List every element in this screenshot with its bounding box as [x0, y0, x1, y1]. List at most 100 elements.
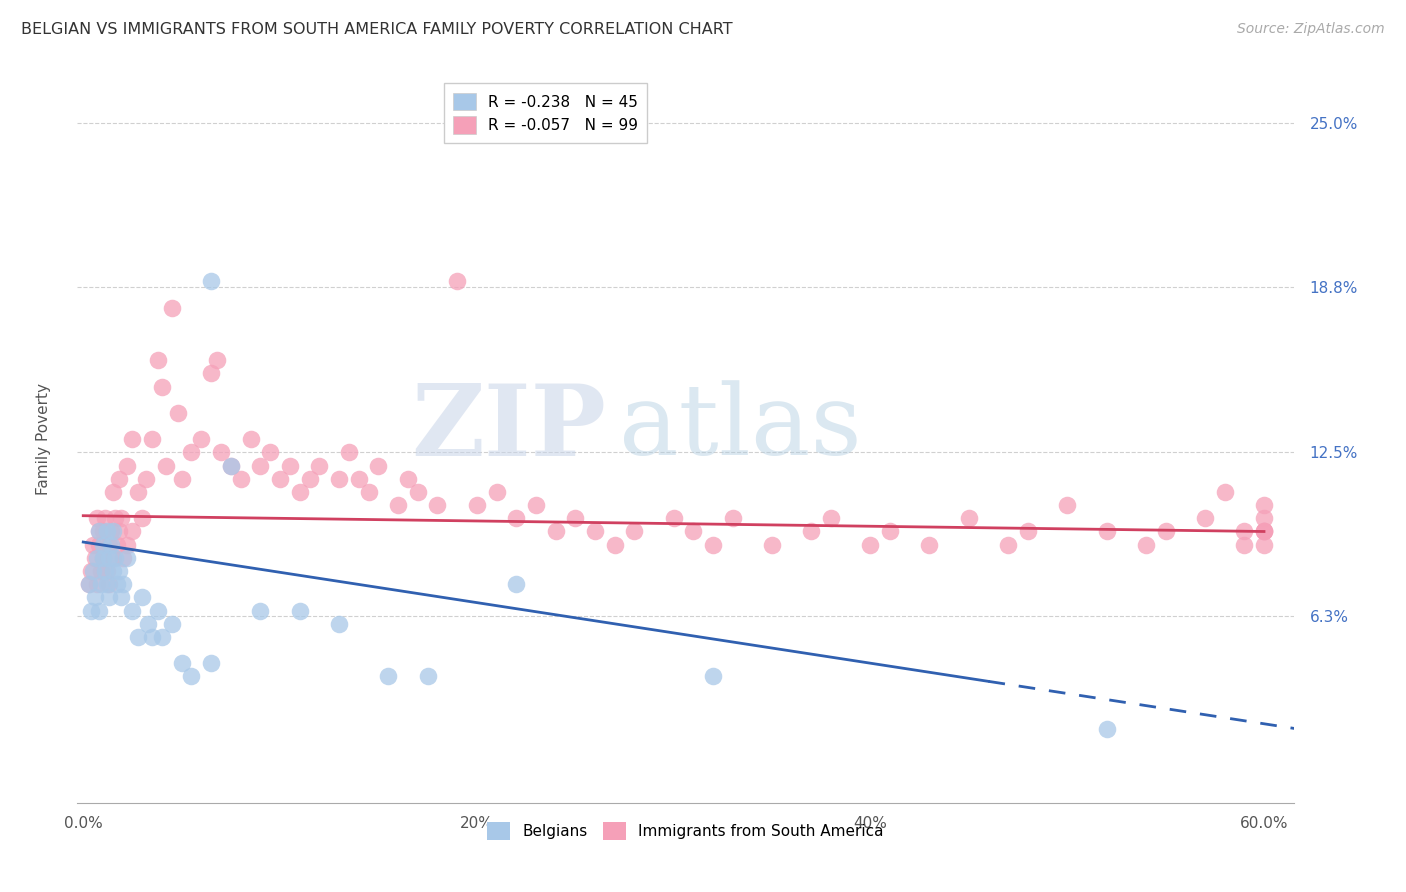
Point	[121, 524, 143, 539]
Point	[96, 577, 118, 591]
Point	[107, 524, 129, 539]
Point	[136, 616, 159, 631]
Point	[115, 550, 138, 565]
Point	[87, 524, 110, 539]
Point	[328, 472, 350, 486]
Point	[1056, 498, 1078, 512]
Point	[115, 458, 138, 473]
Point	[544, 524, 567, 539]
Point	[101, 564, 124, 578]
Point	[97, 538, 120, 552]
Point	[205, 353, 228, 368]
Point	[1095, 524, 1118, 539]
Point	[110, 511, 132, 525]
Point	[1154, 524, 1177, 539]
Point	[249, 458, 271, 473]
Point	[269, 472, 291, 486]
Point	[1095, 722, 1118, 736]
Point	[1253, 538, 1275, 552]
Point	[426, 498, 449, 512]
Text: Family Poverty: Family Poverty	[35, 384, 51, 495]
Point	[1253, 524, 1275, 539]
Point	[180, 445, 202, 459]
Point	[94, 564, 117, 578]
Point	[682, 524, 704, 539]
Point	[259, 445, 281, 459]
Point	[564, 511, 586, 525]
Point	[146, 353, 169, 368]
Point	[721, 511, 744, 525]
Point	[505, 577, 527, 591]
Point	[80, 564, 103, 578]
Point	[101, 524, 124, 539]
Point	[91, 550, 114, 565]
Point	[107, 564, 129, 578]
Point	[308, 458, 330, 473]
Point	[347, 472, 370, 486]
Point	[121, 432, 143, 446]
Point	[121, 603, 143, 617]
Point	[190, 432, 212, 446]
Point	[298, 472, 321, 486]
Point	[219, 458, 242, 473]
Point	[219, 458, 242, 473]
Point	[131, 511, 153, 525]
Point	[135, 472, 157, 486]
Text: ZIP: ZIP	[412, 380, 606, 477]
Text: Source: ZipAtlas.com: Source: ZipAtlas.com	[1237, 22, 1385, 37]
Point	[105, 538, 128, 552]
Point	[101, 485, 124, 500]
Point	[131, 591, 153, 605]
Point	[623, 524, 645, 539]
Point	[200, 656, 222, 670]
Point	[90, 577, 112, 591]
Point	[97, 550, 120, 565]
Point	[166, 406, 188, 420]
Point	[82, 538, 104, 552]
Point	[1135, 538, 1157, 552]
Point	[603, 538, 626, 552]
Point	[87, 524, 110, 539]
Point	[918, 538, 941, 552]
Point	[84, 591, 107, 605]
Point	[77, 577, 100, 591]
Point	[288, 485, 311, 500]
Point	[416, 669, 439, 683]
Point	[278, 458, 301, 473]
Point	[155, 458, 177, 473]
Point	[82, 564, 104, 578]
Point	[485, 485, 508, 500]
Point	[96, 524, 118, 539]
Point	[465, 498, 488, 512]
Point	[879, 524, 901, 539]
Point	[87, 603, 110, 617]
Point	[1253, 524, 1275, 539]
Point	[104, 511, 127, 525]
Point	[97, 577, 120, 591]
Point	[115, 538, 138, 552]
Point	[761, 538, 783, 552]
Point	[77, 577, 100, 591]
Legend: Belgians, Immigrants from South America: Belgians, Immigrants from South America	[481, 816, 890, 846]
Point	[662, 511, 685, 525]
Point	[127, 485, 149, 500]
Point	[150, 630, 173, 644]
Point	[80, 603, 103, 617]
Point	[328, 616, 350, 631]
Point	[146, 603, 169, 617]
Point	[104, 550, 127, 565]
Point	[1194, 511, 1216, 525]
Text: atlas: atlas	[619, 381, 862, 476]
Point	[91, 538, 114, 552]
Point	[105, 577, 128, 591]
Point	[1233, 524, 1256, 539]
Point	[86, 550, 108, 565]
Point	[170, 472, 193, 486]
Point	[111, 550, 134, 565]
Point	[249, 603, 271, 617]
Point	[200, 274, 222, 288]
Point	[160, 616, 183, 631]
Point	[141, 432, 163, 446]
Point	[150, 379, 173, 393]
Point	[229, 472, 252, 486]
